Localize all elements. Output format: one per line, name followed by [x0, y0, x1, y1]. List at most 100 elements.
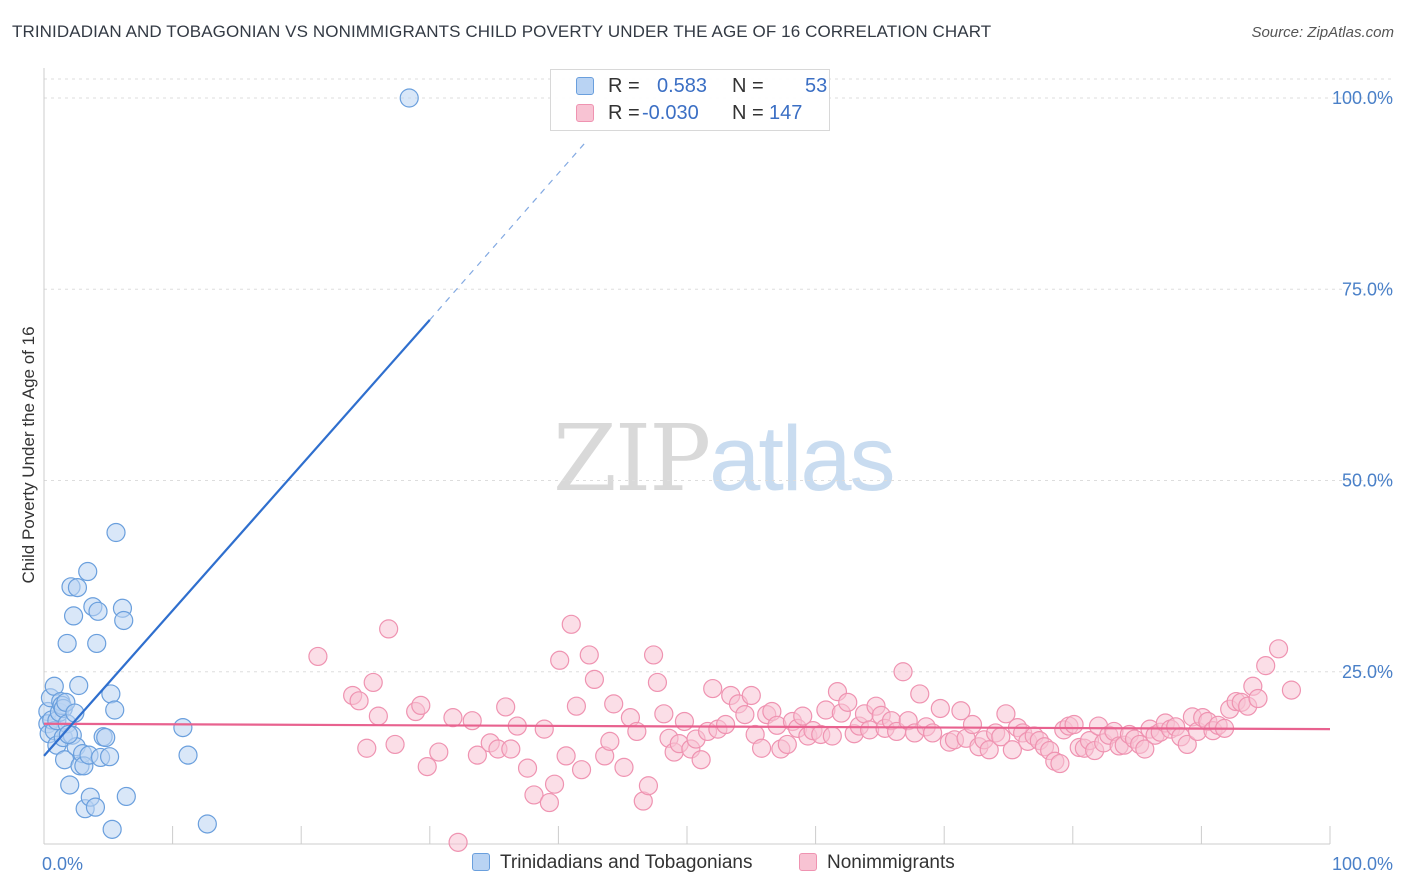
- trinidadian-point: [88, 601, 108, 621]
- nonimmigrant-point: [735, 704, 755, 725]
- nonimmigrant-point: [979, 740, 999, 760]
- nonimmigrant-point: [654, 704, 674, 724]
- y-tick-label: 75.0%: [1342, 279, 1393, 299]
- legend-swatch-blue: [576, 77, 594, 95]
- legend-r-value: 0.583: [657, 75, 708, 97]
- nonimmigrant-point: [715, 714, 736, 735]
- legend-item-trinidadians: Trinidadians and Tobagonians: [472, 852, 752, 874]
- series-legend: Trinidadians and Tobagonians Nonimmigran…: [0, 852, 1406, 876]
- nonimmigrant-point: [1002, 740, 1022, 760]
- trinidadian-point: [67, 577, 88, 598]
- nonimmigrant-point: [561, 614, 581, 634]
- nonimmigrant-point: [838, 692, 858, 712]
- nonimmigrant-point: [1135, 739, 1155, 759]
- nonimmigrant-point: [501, 739, 521, 759]
- trinidadian-point: [106, 522, 126, 543]
- nonimmigrant-point: [638, 776, 659, 796]
- nonimmigrant-point: [600, 731, 620, 751]
- nonimmigrant-point: [496, 697, 516, 717]
- nonimmigrant-point: [429, 742, 449, 762]
- legend-row-trinidadians: R = 0.583 N = 53: [551, 74, 829, 100]
- nonimmigrant-point: [524, 785, 544, 805]
- nonimmigrant-point: [951, 701, 971, 721]
- nonimmigrant-point: [1064, 714, 1084, 735]
- trinidadian-point: [116, 786, 136, 807]
- nonimmigrant-point: [741, 685, 761, 706]
- trinidadian-point: [63, 606, 84, 626]
- trinidadian-point: [114, 610, 134, 631]
- nonimmigrant-point: [647, 672, 668, 693]
- legend-r-label: R =: [608, 102, 640, 124]
- legend-row-nonimmigrants: R = -0.030 N = 147: [551, 101, 829, 127]
- nonimmigrant-point: [822, 726, 842, 746]
- nonimmigrant-point: [962, 714, 983, 735]
- source-credit: Source: ZipAtlas.com: [1251, 24, 1394, 41]
- watermark-zip: ZIP: [553, 405, 711, 512]
- nonimmigrant-point: [411, 695, 431, 716]
- legend-label-trinidadians: Trinidadians and Tobagonians: [500, 852, 753, 873]
- nonimmigrant-point: [571, 760, 592, 780]
- correlation-legend: R = 0.583 N = 53 R = -0.030 N = 147: [550, 69, 830, 131]
- nonimmigrant-point: [462, 711, 482, 731]
- watermark: ZIPatlas: [553, 405, 896, 512]
- legend-n-label: N =: [732, 75, 764, 97]
- trinidadian-trendline: [43, 319, 431, 757]
- trinidadian-point: [102, 819, 122, 839]
- legend-item-nonimmigrants: Nonimmigrants: [799, 852, 955, 874]
- nonimmigrant-point: [584, 669, 605, 690]
- trinidadian-point: [178, 745, 198, 765]
- nonimmigrant-point: [417, 757, 437, 777]
- nonimmigrant-point: [643, 645, 664, 665]
- nonimmigrant-point: [751, 738, 772, 758]
- trinidadian-point: [85, 797, 106, 817]
- nonimmigrant-point: [363, 672, 383, 693]
- nonimmigrant-point: [1050, 753, 1070, 774]
- legend-label-nonimmigrants: Nonimmigrants: [827, 852, 955, 873]
- trinidadian-point: [99, 747, 120, 767]
- legend-r-value: -0.030: [642, 102, 699, 124]
- nonimmigrant-point: [443, 708, 463, 728]
- nonimmigrant-point: [614, 757, 634, 777]
- trinidadian-point: [58, 724, 79, 745]
- watermark-atlas: atlas: [709, 408, 895, 510]
- nonimmigrant-point: [1177, 734, 1197, 755]
- legend-n-label: N =: [732, 102, 764, 124]
- nonimmigrant-point: [996, 704, 1016, 724]
- trinidadian-point: [173, 717, 193, 738]
- trinidadian-point: [87, 633, 107, 654]
- nonimmigrant-point: [544, 774, 565, 794]
- y-tick-label: 50.0%: [1342, 471, 1393, 491]
- legend-r-label: R =: [608, 75, 640, 97]
- chart-title: TRINIDADIAN AND TOBAGONIAN VS NONIMMIGRA…: [12, 22, 992, 41]
- legend-swatch-pink: [799, 853, 817, 871]
- nonimmigrant-point: [1256, 656, 1276, 676]
- nonimmigrant-point: [550, 650, 570, 670]
- legend-n-value: 147: [769, 102, 803, 124]
- y-axis-label: Child Poverty Under the Age of 16: [19, 326, 38, 583]
- legend-swatch-pink: [576, 104, 594, 122]
- nonimmigrant-point: [816, 700, 836, 720]
- trinidadian-point: [399, 88, 419, 108]
- trinidadian-point: [69, 675, 89, 696]
- nonimmigrant-trendline: [43, 722, 1331, 731]
- nonimmigrant-point: [357, 738, 377, 758]
- legend-n-value: 53: [805, 75, 828, 97]
- nonimmigrant-point: [379, 619, 399, 639]
- nonimmigrant-point: [930, 698, 950, 719]
- nonimmigrant-point: [777, 734, 797, 755]
- y-tick-label: 25.0%: [1342, 662, 1393, 682]
- nonimmigrant-point: [534, 719, 554, 739]
- trinidadian-point: [60, 775, 80, 795]
- nonimmigrant-point: [893, 662, 913, 682]
- trinidadian-point: [57, 633, 77, 654]
- legend-swatch-blue: [472, 853, 490, 871]
- x-tick-label: 100.0%: [1332, 854, 1393, 874]
- nonimmigrant-point: [517, 758, 538, 778]
- nonimmigrant-point: [1281, 680, 1302, 700]
- nonimmigrant-point: [448, 832, 468, 852]
- nonimmigrant-point: [691, 750, 711, 770]
- nonimmigrant-point: [1268, 639, 1289, 659]
- nonimmigrant-point: [1248, 688, 1268, 709]
- nonimmigrant-point: [308, 646, 328, 667]
